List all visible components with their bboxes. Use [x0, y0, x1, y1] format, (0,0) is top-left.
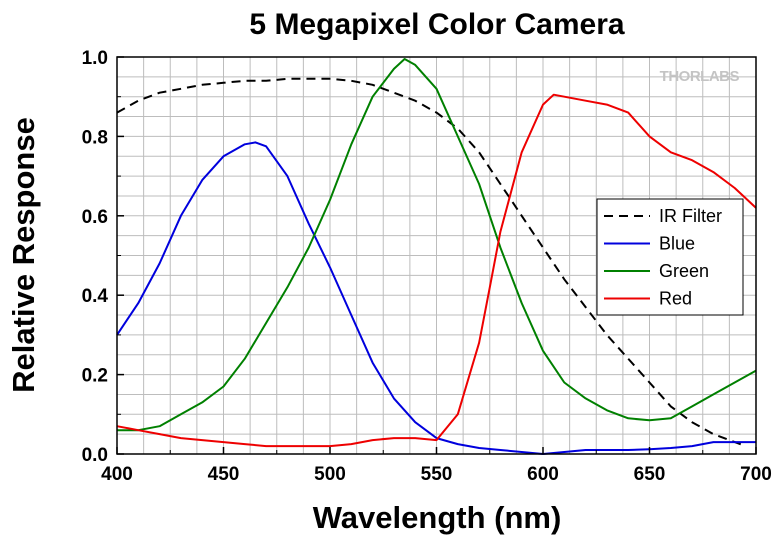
x-tick-label: 450	[208, 464, 240, 485]
legend-label-ir-filter: IR Filter	[659, 206, 722, 226]
y-tick-label: 0.4	[82, 286, 109, 307]
x-axis-label: Wavelength (nm)	[313, 500, 562, 535]
x-tick-label: 700	[740, 464, 772, 485]
legend-label-red: Red	[659, 289, 692, 309]
legend-label-green: Green	[659, 261, 709, 281]
legend-box	[596, 198, 744, 316]
y-tick-label: 0.6	[82, 207, 108, 228]
y-axis-label: Relative Response	[6, 117, 41, 393]
y-tick-label: 0.2	[82, 366, 108, 387]
x-tick-label: 550	[421, 464, 453, 485]
watermark-logo: THORLABS	[660, 68, 740, 85]
series-line-red	[116, 93, 757, 448]
chart-title: 5 Megapixel Color Camera	[249, 8, 624, 41]
x-tick-label: 600	[527, 464, 559, 485]
axis-ticks	[116, 56, 757, 455]
x-tick-label: 400	[101, 464, 133, 485]
legend: IR Filter Blue Green Red	[596, 198, 744, 316]
series-layer	[116, 58, 757, 455]
legend-label-blue: Blue	[659, 234, 695, 254]
x-tick-label: 500	[314, 464, 346, 485]
y-tick-labels: 0.0 0.2 0.4 0.6 0.8 1.0	[82, 48, 109, 466]
series-line-green	[117, 58, 757, 432]
series-line-blue	[116, 141, 756, 455]
series-line-ir-filter	[116, 77, 746, 448]
y-tick-label: 0.8	[82, 127, 108, 148]
y-tick-label: 1.0	[82, 48, 108, 69]
x-tick-labels: 400 450 500 550 600 650 700	[101, 464, 772, 485]
x-tick-label: 650	[634, 464, 666, 485]
y-tick-label: 0.0	[82, 445, 108, 466]
